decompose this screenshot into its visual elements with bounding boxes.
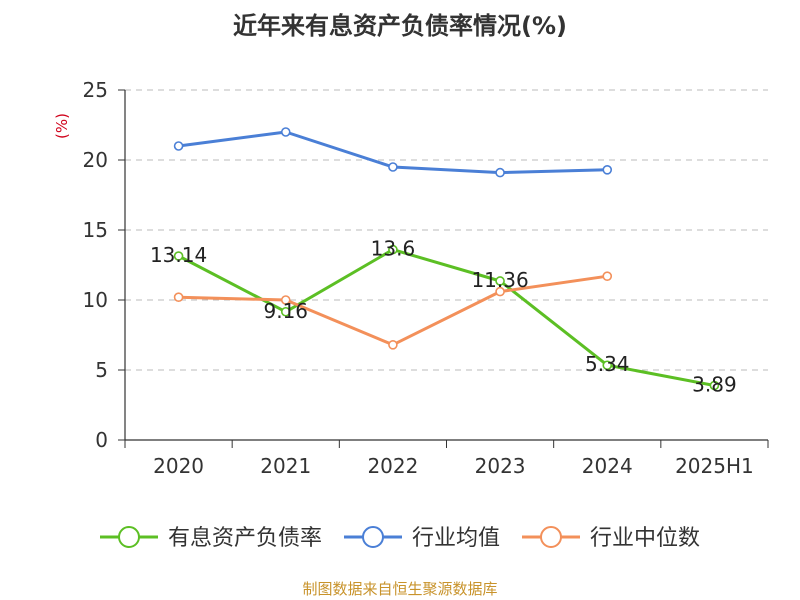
x-tick-label: 2022: [367, 454, 418, 478]
data-label: 11.36: [471, 268, 528, 292]
series-point-0: [388, 244, 398, 255]
series-point-2: [602, 271, 613, 282]
legend-label: 行业均值: [412, 526, 500, 551]
series-point-2: [495, 286, 505, 297]
axes: 0 5 10 15 20 25 2020 2021 2022 2023 2024 2025H1: [83, 78, 769, 478]
series-lines: [173, 127, 720, 391]
y-tick-label: 25: [83, 78, 108, 102]
data-label: 5.34: [585, 352, 630, 376]
legend-item: 行业均值: [344, 526, 500, 551]
series-point-2: [388, 339, 398, 350]
legend-label: 有息资产负债率: [168, 526, 322, 551]
series-point-2: [173, 292, 184, 303]
series-point-2: [280, 295, 291, 305]
series-line-0: [177, 248, 715, 387]
series-point-0: [709, 380, 720, 391]
y-tick-label: 0: [95, 428, 108, 452]
x-tick-label: 2025H1: [675, 454, 754, 478]
x-tick-label: 2024: [582, 454, 633, 478]
y-axis-unit-label: (%): [53, 113, 71, 139]
series-line-2: [178, 274, 608, 347]
legend-label: 行业中位数: [590, 526, 700, 551]
series-point-0: [173, 251, 184, 261]
data-label: 13.14: [150, 243, 207, 267]
series-point-1: [173, 141, 184, 151]
chart-title: 近年来有息资产负债率情况(%): [233, 12, 567, 40]
data-labels: 13.14 9.16 13.6 11.36 5.34 3.89: [150, 237, 737, 397]
legend-symbol-marker: [118, 526, 140, 548]
y-tick-label: 10: [83, 288, 108, 312]
x-tick-label: 2021: [260, 454, 311, 478]
x-tick-label: 2020: [153, 454, 204, 478]
y-tick-label: 20: [83, 148, 108, 172]
series-point-1: [388, 162, 398, 172]
series-point-0: [495, 276, 505, 286]
y-tick-label: 5: [95, 358, 108, 382]
legend-item: 有息资产负债率: [100, 526, 322, 551]
data-label: 9.16: [263, 299, 308, 323]
series-point-1: [495, 167, 505, 178]
data-label: 3.89: [692, 373, 737, 397]
gridlines: [125, 89, 768, 371]
data-label: 13.6: [371, 237, 416, 261]
legend-symbol-marker: [362, 526, 384, 548]
legend-symbol-marker: [540, 526, 562, 548]
legend: 有息资产负债率 行业均值 行业中位数: [100, 526, 700, 551]
series-point-0: [280, 306, 291, 317]
series-point-1: [280, 127, 291, 137]
source-note: 制图数据来自恒生聚源数据库: [302, 580, 497, 598]
x-tick-label: 2023: [475, 454, 526, 478]
y-tick-label: 15: [83, 218, 108, 242]
legend-item: 行业中位数: [522, 526, 700, 551]
series-point-1: [602, 165, 613, 175]
series-point-0: [602, 360, 613, 371]
